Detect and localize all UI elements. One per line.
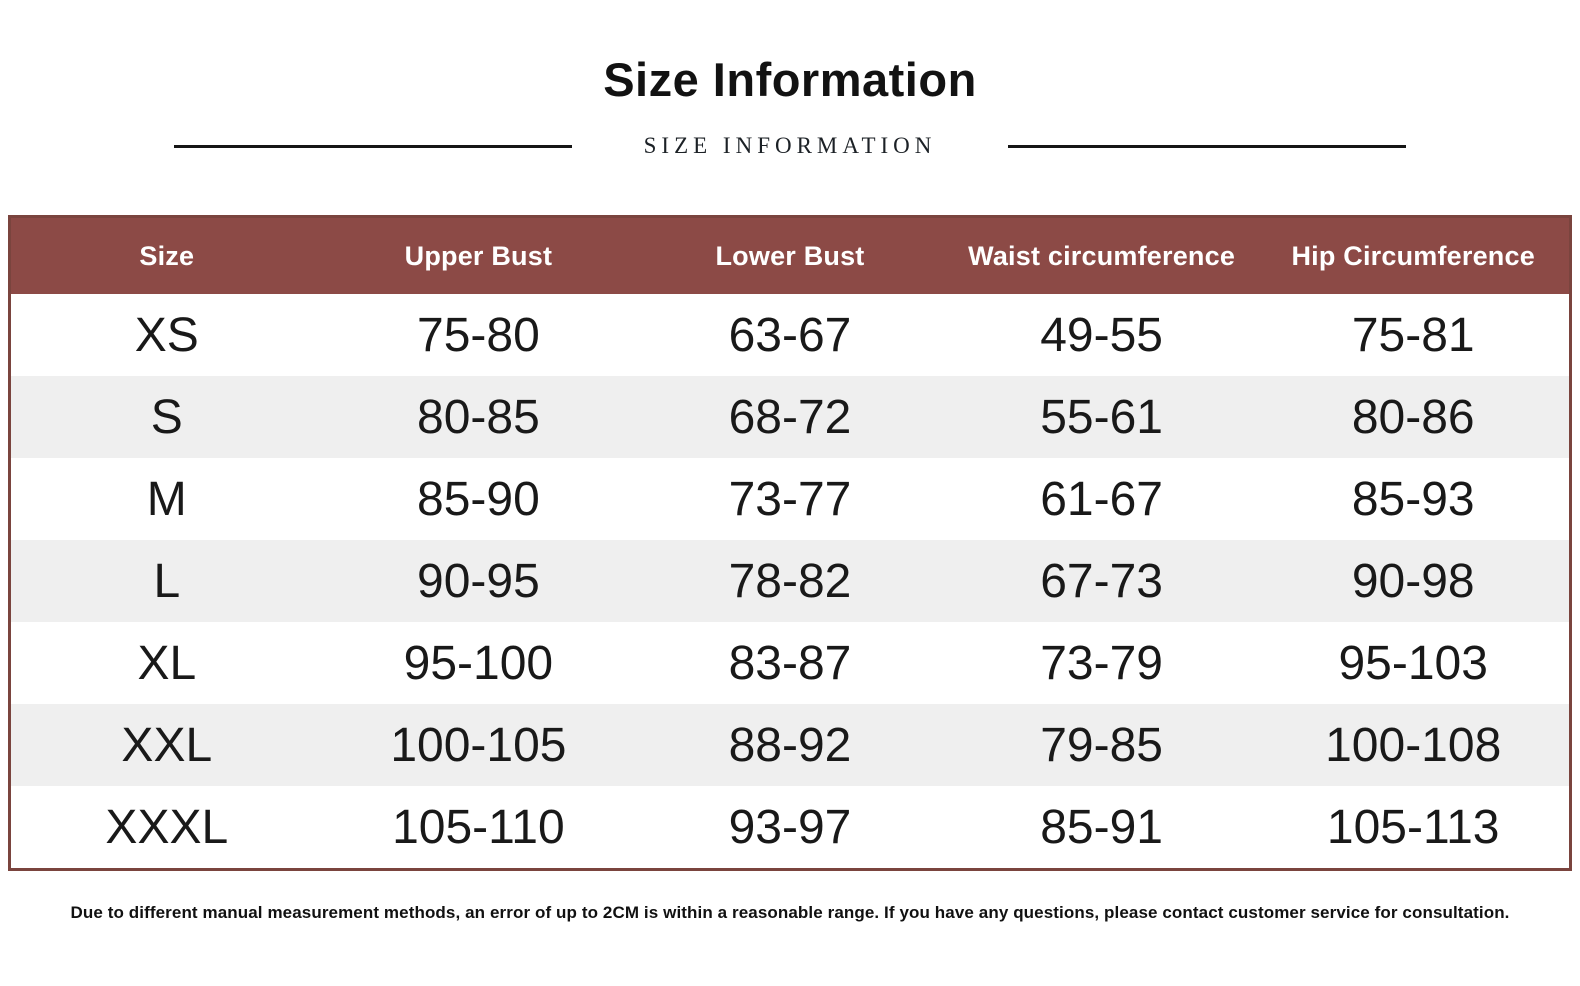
table-cell: 63-67 bbox=[728, 308, 852, 362]
table-cell: 90-95 bbox=[417, 554, 540, 608]
table-cell: 100-108 bbox=[1325, 718, 1502, 772]
table-cell: 55-61 bbox=[1040, 390, 1163, 444]
table-cell: 95-103 bbox=[1338, 636, 1488, 690]
page-title: Size Information bbox=[603, 53, 977, 106]
column-header-hip: Hip Circumference bbox=[1291, 240, 1535, 271]
table-cell: XL bbox=[137, 636, 197, 690]
table-cell: 85-91 bbox=[1040, 800, 1163, 854]
table-cell: XS bbox=[134, 308, 199, 362]
table-row-xs: XS 75-80 63-67 49-55 75-81 bbox=[11, 294, 1569, 376]
table-cell: 85-90 bbox=[417, 472, 540, 526]
column-header-lower-bust: Lower Bust bbox=[715, 240, 865, 271]
table-row-m: M 85-90 73-77 61-67 85-93 bbox=[11, 458, 1569, 540]
table-cell: 80-85 bbox=[417, 390, 540, 444]
table-cell: 85-93 bbox=[1351, 472, 1475, 526]
column-header-size: Size bbox=[139, 240, 195, 271]
table-row-xl: XL 95-100 83-87 73-79 95-103 bbox=[11, 622, 1569, 704]
table-cell: 93-97 bbox=[728, 800, 852, 854]
table-cell: 67-73 bbox=[1040, 554, 1163, 608]
right-divider-line bbox=[1008, 144, 1406, 148]
column-header-waist: Waist circumference bbox=[968, 240, 1236, 271]
table-cell: 88-92 bbox=[728, 718, 852, 772]
table-cell: S bbox=[150, 390, 183, 444]
table-cell: 90-98 bbox=[1351, 554, 1475, 608]
table-cell: 68-72 bbox=[728, 390, 852, 444]
table-cell: 79-85 bbox=[1040, 718, 1163, 772]
table-cell: L bbox=[153, 554, 181, 608]
table-cell: 75-81 bbox=[1351, 308, 1475, 362]
table-cell: 73-77 bbox=[728, 472, 852, 526]
page-subtitle: SIZE INFORMATION bbox=[643, 133, 937, 158]
table-cell: 49-55 bbox=[1040, 308, 1163, 362]
table-row-l: L 90-95 78-82 67-73 90-98 bbox=[11, 540, 1569, 622]
left-divider-line bbox=[174, 144, 572, 148]
table-cell: 80-86 bbox=[1351, 390, 1475, 444]
table-header-row: Size Upper Bust Lower Bust Waist circumf… bbox=[11, 218, 1569, 294]
table-cell: 95-100 bbox=[403, 636, 554, 690]
table-cell: 78-82 bbox=[728, 554, 852, 608]
table-cell: 75-80 bbox=[417, 308, 540, 362]
subtitle-row: SIZE INFORMATION bbox=[0, 133, 1580, 159]
table-row-s: S 80-85 68-72 55-61 80-86 bbox=[11, 376, 1569, 458]
measurement-note: Due to different manual measurement meth… bbox=[70, 903, 1510, 922]
table-row-xxl: XXL 100-105 88-92 79-85 100-108 bbox=[11, 704, 1569, 786]
table-cell: M bbox=[146, 472, 187, 526]
size-table: Size Upper Bust Lower Bust Waist circumf… bbox=[8, 215, 1572, 871]
table-cell: 105-110 bbox=[392, 800, 565, 854]
table-cell: XXXL bbox=[105, 800, 229, 854]
table-cell: 105-113 bbox=[1326, 800, 1500, 854]
table-row-xxxl: XXXL 105-110 93-97 85-91 105-113 bbox=[11, 786, 1569, 868]
column-header-upper-bust: Upper Bust bbox=[404, 240, 553, 271]
table-cell: XXL bbox=[121, 718, 213, 772]
table-cell: 61-67 bbox=[1040, 472, 1163, 526]
table-cell: 83-87 bbox=[728, 636, 852, 690]
table-cell: 73-79 bbox=[1040, 636, 1163, 690]
table-cell: 100-105 bbox=[390, 718, 567, 772]
